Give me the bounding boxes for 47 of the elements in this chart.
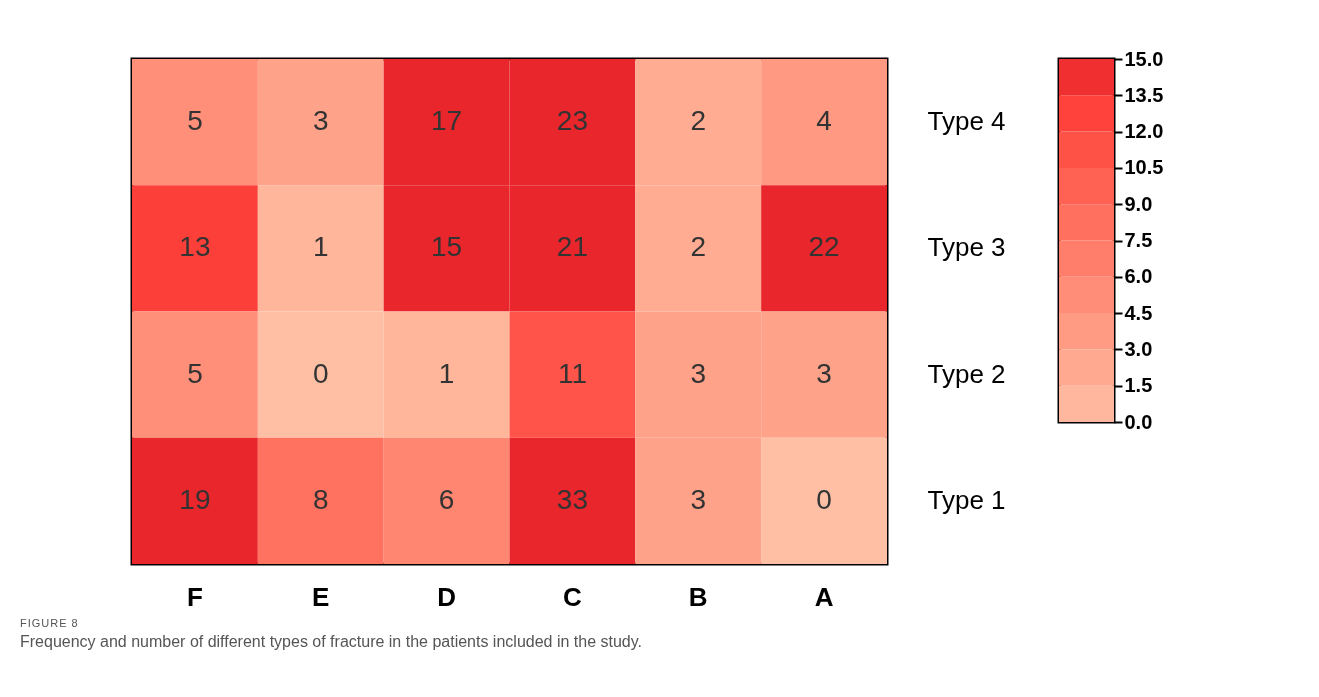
data-label: 5 [187,105,203,137]
data-label: 0 [816,483,832,515]
data-label: 8 [312,483,329,515]
data-label: 15 [431,231,463,263]
text: Frequency and number of different types of fracture in the patients included in the study. [20,633,643,651]
y-tick-label: Type 2 [927,358,1006,389]
data-label: 6 [438,483,455,515]
data-label: 3 [816,357,832,389]
data-label: 5 [187,357,203,389]
x-tick-label: A [814,581,834,612]
color-bar-label: 7.5 [1124,229,1153,251]
data-label: 17 [431,105,463,137]
y-tick-label: Type 3 [927,232,1006,263]
color-bar-label: 12.0 [1124,120,1164,143]
data-label: 1 [438,357,455,389]
data-label: 4 [816,105,832,137]
color-bar-label: 9.0 [1124,192,1153,215]
data-label: 19 [179,483,211,515]
x-tick-label: F [186,581,203,612]
data-label: 3 [690,483,707,515]
data-label: 2 [690,231,707,263]
data-label: 13 [179,231,211,263]
color-bar-label: 1.5 [1124,374,1153,397]
x-tick-label: C [563,581,583,612]
color-bar-label: 3.0 [1124,337,1153,360]
data-label: 3 [312,105,329,137]
caption: FIGURE 8 [20,617,80,629]
x-tick-label: D [437,581,456,612]
color-bar-label: 4.5 [1124,301,1153,324]
data-label: 1 [312,231,329,263]
data-label: 3 [690,357,707,389]
y-tick-label: Type 1 [927,484,1006,515]
data-label: 33 [556,483,588,515]
data-label: 23 [556,105,588,137]
y-tick-label: Type 4 [927,106,1006,137]
x-tick-label: B [688,581,708,612]
data-label: 11 [557,357,587,389]
color-bar-label: 15.0 [1124,47,1164,70]
color-bar-label: 13.5 [1124,83,1164,106]
data-label: 22 [808,231,840,263]
x-tick-label: E [312,581,330,612]
color-bar-label: 0.0 [1124,410,1153,433]
color-bar-label: 10.5 [1124,156,1164,179]
data-label: 2 [690,105,707,137]
color-bar-label: 6.0 [1124,265,1153,288]
data-label: 21 [556,231,588,263]
data-label: 0 [312,357,329,389]
